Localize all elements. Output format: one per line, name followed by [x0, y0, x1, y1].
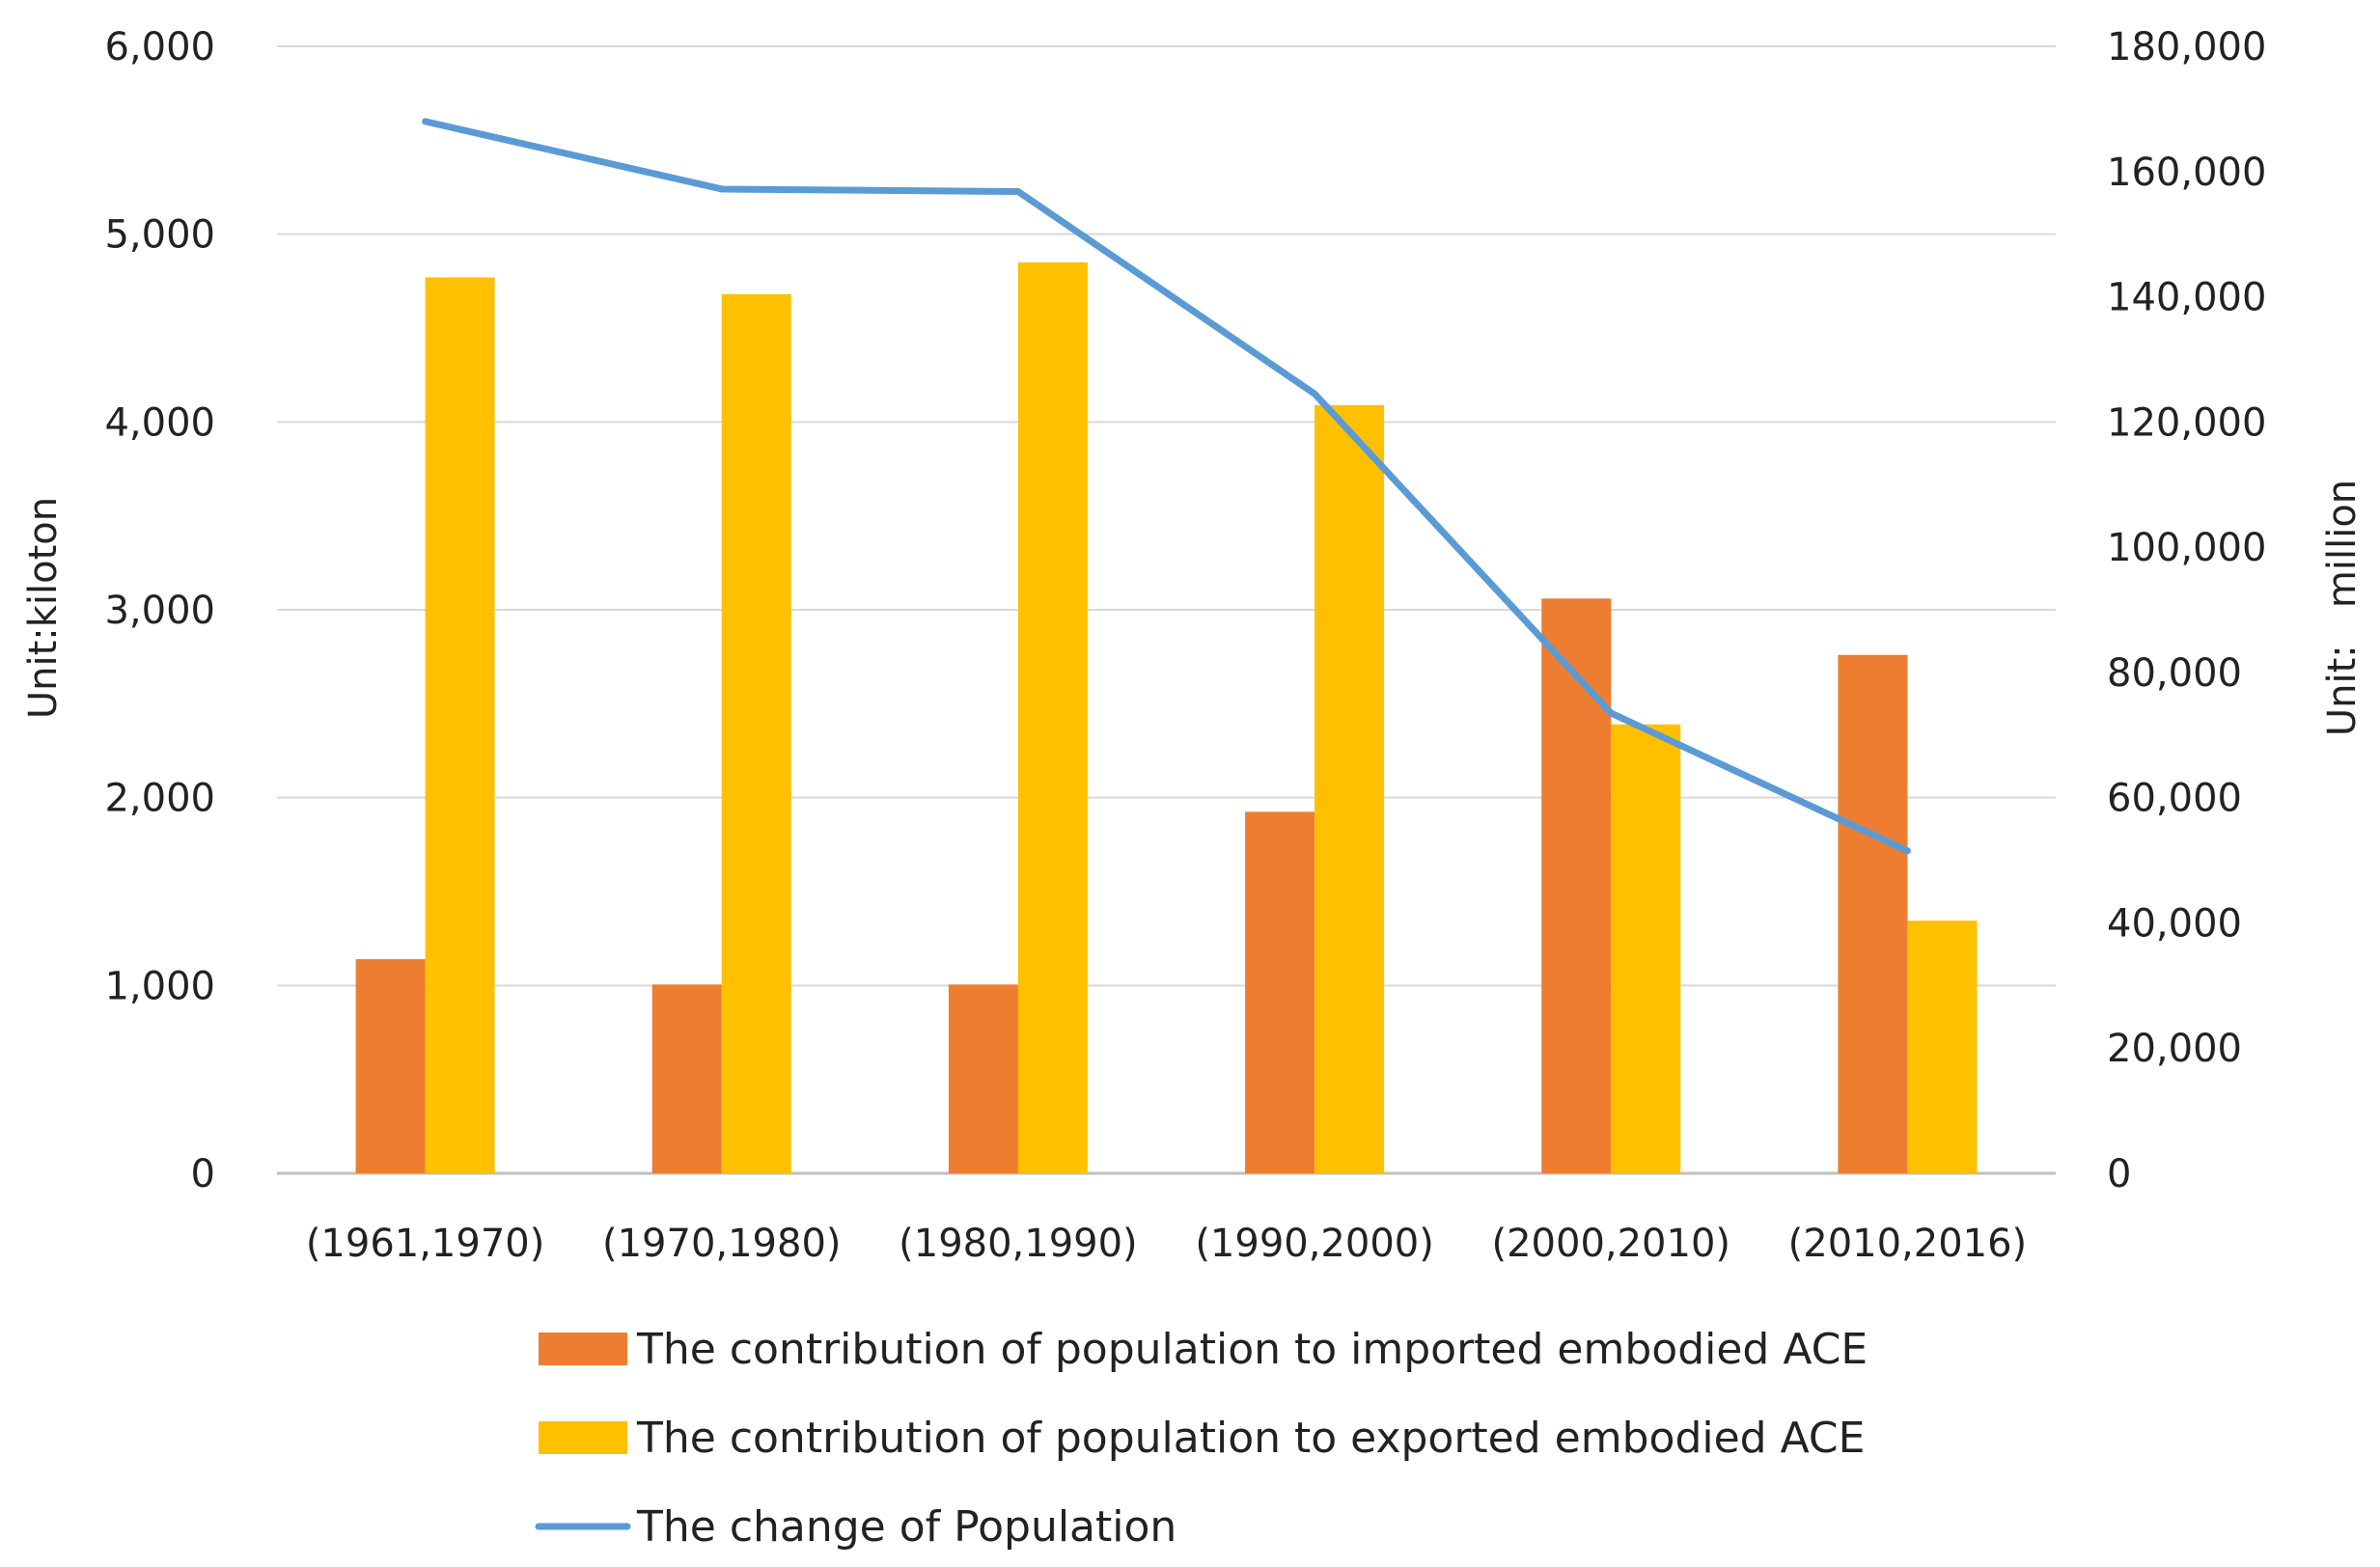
right-axis-title: Unit: million	[2320, 480, 2365, 736]
left-axis-title: Unit:kiloton	[21, 497, 66, 719]
imported-ace-bar	[1838, 654, 1908, 1173]
right-y-axis: 0 20,000 40,000 60,000 80,000 100,000 120,000 1…	[2107, 25, 2266, 1196]
category-label: (2010,2016)	[1788, 1222, 2028, 1266]
legend-label: The contribution of population to export…	[636, 1414, 1865, 1463]
legend-swatch	[539, 1421, 627, 1454]
left-y-axis: 0 1,000 2,000 3,000 4,000 5,000 6,000	[104, 25, 215, 1196]
imported-ace-bar	[1541, 598, 1612, 1173]
legend-label: The change of Population	[636, 1502, 1176, 1552]
right-tick-label: 120,000	[2107, 400, 2266, 445]
right-tick-label: 180,000	[2107, 25, 2266, 69]
exported-ace-bar	[1611, 724, 1681, 1173]
right-tick-label: 20,000	[2107, 1027, 2242, 1071]
exported-ace-bar	[425, 277, 495, 1173]
left-tick-label: 1,000	[104, 964, 215, 1008]
bar-series	[355, 261, 1978, 1174]
category-label: (1980,1990)	[899, 1222, 1138, 1266]
category-label: (1970,1980)	[602, 1222, 842, 1266]
imported-ace-bar	[948, 984, 1018, 1173]
left-tick-label: 5,000	[104, 213, 215, 258]
left-tick-label: 0	[191, 1152, 215, 1196]
right-tick-label: 160,000	[2107, 151, 2266, 195]
exported-ace-bar	[1315, 404, 1385, 1173]
right-tick-label: 80,000	[2107, 651, 2242, 696]
exported-ace-bar	[1907, 921, 1978, 1173]
gridlines	[277, 45, 2056, 1175]
imported-ace-bar	[355, 959, 426, 1173]
imported-ace-bar	[1245, 811, 1315, 1173]
right-tick-label: 60,000	[2107, 777, 2242, 821]
population-line	[422, 118, 1911, 855]
right-tick-label: 140,000	[2107, 276, 2266, 320]
right-tick-label: 40,000	[2107, 901, 2242, 946]
imported-ace-bar	[651, 984, 722, 1173]
left-tick-label: 4,000	[104, 400, 215, 445]
category-label: (1961,1970)	[306, 1222, 545, 1266]
exported-ace-bar	[1017, 261, 1088, 1173]
legend: The contribution of population to import…	[535, 1325, 1868, 1552]
left-tick-label: 6,000	[104, 25, 215, 69]
right-tick-label: 0	[2107, 1152, 2131, 1196]
category-label: (1990,2000)	[1195, 1222, 1434, 1266]
legend-label: The contribution of population to import…	[636, 1325, 1868, 1374]
exported-ace-bar	[721, 293, 791, 1174]
line-series	[422, 118, 1911, 855]
legend-swatch	[539, 1333, 627, 1365]
left-tick-label: 3,000	[104, 589, 215, 633]
category-label: (2000,2010)	[1491, 1222, 1730, 1266]
left-tick-label: 2,000	[104, 777, 215, 821]
right-tick-label: 100,000	[2107, 526, 2266, 570]
x-axis: (1961,1970) (1970,1980) (1980,1990) (1990,2…	[306, 1222, 2027, 1266]
